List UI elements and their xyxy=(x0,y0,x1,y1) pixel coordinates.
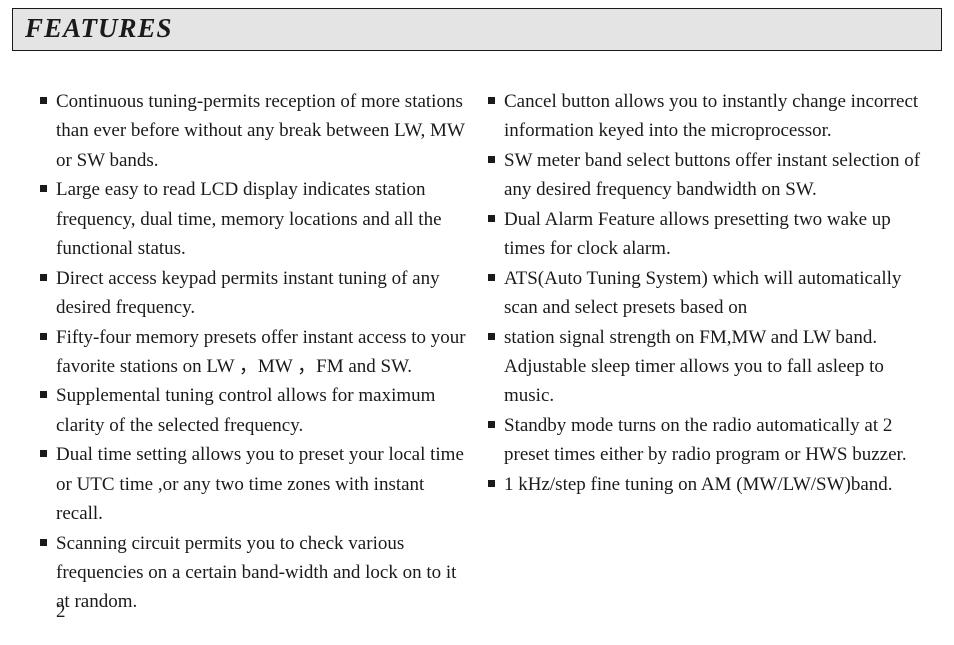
feature-text: Dual Alarm Feature allows presetting two… xyxy=(504,209,891,259)
feature-item: Cancel button allows you to instantly ch… xyxy=(488,87,928,146)
bullet-icon xyxy=(488,480,495,487)
bullet-icon xyxy=(488,274,495,281)
feature-text: ATS(Auto Tuning System) which will autom… xyxy=(504,268,901,318)
features-left-column: Continuous tuning-permits reception of m… xyxy=(40,87,470,617)
feature-item: Standby mode turns on the radio automati… xyxy=(488,411,928,470)
feature-text: Cancel button allows you to instantly ch… xyxy=(504,91,918,141)
feature-text: Large easy to read LCD display indicates… xyxy=(56,179,442,259)
feature-item: Direct access keypad permits instant tun… xyxy=(40,264,470,323)
feature-columns: Continuous tuning-permits reception of m… xyxy=(0,51,954,617)
feature-text: 1 kHz/step fine tuning on AM (MW/LW/SW)b… xyxy=(504,474,893,495)
bullet-icon xyxy=(488,97,495,104)
feature-text: Standby mode turns on the radio automati… xyxy=(504,415,907,465)
feature-text: station signal strength on FM,MW and LW … xyxy=(504,327,884,407)
bullet-icon xyxy=(488,333,495,340)
page-number: 2 xyxy=(56,601,66,623)
feature-item: ATS(Auto Tuning System) which will autom… xyxy=(488,264,928,323)
bullet-icon xyxy=(40,539,47,546)
feature-text: Continuous tuning-permits reception of m… xyxy=(56,91,465,171)
feature-item: Fifty-four memory presets offer instant … xyxy=(40,323,470,382)
feature-item: 1 kHz/step fine tuning on AM (MW/LW/SW)b… xyxy=(488,470,928,499)
bullet-icon xyxy=(40,391,47,398)
bullet-icon xyxy=(488,215,495,222)
feature-text: Supplemental tuning control allows for m… xyxy=(56,385,435,435)
bullet-icon xyxy=(40,185,47,192)
feature-text: Fifty-four memory presets offer instant … xyxy=(56,327,466,377)
feature-item: SW meter band select buttons offer insta… xyxy=(488,146,928,205)
feature-item: Large easy to read LCD display indicates… xyxy=(40,175,470,263)
feature-text: Scanning circuit permits you to check va… xyxy=(56,533,456,613)
bullet-icon xyxy=(40,97,47,104)
bullet-icon xyxy=(40,450,47,457)
feature-item: station signal strength on FM,MW and LW … xyxy=(488,323,928,411)
feature-item: Dual time setting allows you to preset y… xyxy=(40,440,470,528)
feature-item: Scanning circuit permits you to check va… xyxy=(40,529,470,617)
feature-text: Direct access keypad permits instant tun… xyxy=(56,268,440,318)
features-title: FEATURES xyxy=(25,13,929,44)
features-header-box: FEATURES xyxy=(12,8,942,51)
bullet-icon xyxy=(40,274,47,281)
bullet-icon xyxy=(488,156,495,163)
feature-item: Dual Alarm Feature allows presetting two… xyxy=(488,205,928,264)
feature-text: Dual time setting allows you to preset y… xyxy=(56,444,464,524)
bullet-icon xyxy=(40,333,47,340)
feature-text: SW meter band select buttons offer insta… xyxy=(504,150,920,200)
features-right-column: Cancel button allows you to instantly ch… xyxy=(488,87,928,617)
feature-item: Supplemental tuning control allows for m… xyxy=(40,381,470,440)
feature-item: Continuous tuning-permits reception of m… xyxy=(40,87,470,175)
bullet-icon xyxy=(488,421,495,428)
